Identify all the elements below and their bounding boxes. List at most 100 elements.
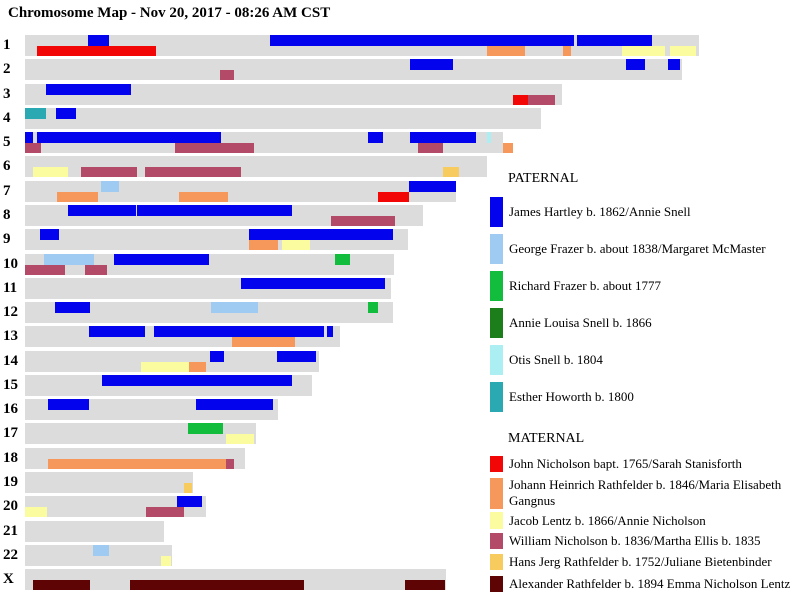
dna-segment[interactable] — [25, 264, 65, 275]
dna-segment[interactable] — [33, 166, 68, 177]
dna-segment[interactable] — [130, 579, 304, 590]
dna-segment[interactable] — [89, 326, 145, 337]
dna-segment[interactable] — [528, 94, 555, 105]
dna-segment[interactable] — [188, 423, 223, 434]
dna-segment[interactable] — [410, 59, 453, 70]
dna-segment[interactable] — [443, 166, 459, 177]
dna-segment[interactable] — [81, 166, 137, 177]
dna-segment[interactable] — [85, 264, 107, 275]
dna-segment[interactable] — [145, 166, 241, 177]
dna-segment[interactable] — [102, 375, 292, 386]
dna-segment[interactable] — [249, 239, 278, 250]
dna-segment[interactable] — [33, 579, 90, 590]
legend-entry-label: James Hartley b. 1862/Annie Snell — [509, 204, 691, 219]
dna-segment[interactable] — [487, 132, 491, 143]
dna-segment[interactable] — [668, 59, 680, 70]
dna-segment[interactable] — [146, 506, 184, 517]
dna-segment[interactable] — [40, 229, 59, 240]
chromosome-bar — [25, 108, 541, 129]
dna-segment[interactable] — [161, 555, 171, 566]
dna-segment[interactable] — [487, 45, 525, 56]
dna-segment[interactable] — [670, 45, 696, 56]
dna-segment[interactable] — [226, 458, 234, 469]
dna-segment[interactable] — [189, 361, 206, 372]
dna-segment[interactable] — [57, 191, 98, 202]
dna-segment[interactable] — [622, 45, 665, 56]
dna-segment[interactable] — [232, 336, 295, 347]
dna-segment[interactable] — [154, 326, 324, 337]
legend-entry: John Nicholson bapt. 1765/Sarah Stanisfo… — [490, 456, 797, 472]
dna-segment[interactable] — [418, 142, 443, 153]
dna-segment[interactable] — [88, 35, 109, 46]
dna-segment[interactable] — [368, 132, 383, 143]
chromosome-label: 8 — [3, 207, 11, 223]
dna-segment[interactable] — [226, 433, 254, 444]
dna-segment[interactable] — [48, 458, 226, 469]
legend-entry-label: Johann Heinrich Rathfelder b. 1846/Maria… — [509, 477, 782, 508]
dna-segment[interactable] — [405, 579, 445, 590]
dna-segment[interactable] — [327, 326, 333, 337]
chromosome-label: X — [3, 571, 14, 587]
dna-segment[interactable] — [68, 205, 136, 216]
legend-swatch — [490, 554, 503, 570]
legend-entry: George Frazer b. about 1838/Margaret McM… — [490, 234, 797, 264]
legend-maternal-header: MATERNAL — [508, 431, 585, 446]
dna-segment[interactable] — [46, 84, 131, 95]
chromosome-row-3: 3 — [0, 84, 798, 105]
legend-entry: Richard Frazer b. about 1777 — [490, 271, 797, 301]
dna-segment[interactable] — [577, 35, 652, 46]
dna-segment[interactable] — [93, 545, 109, 556]
chromosome-label: 3 — [3, 86, 11, 102]
dna-segment[interactable] — [101, 181, 119, 192]
dna-segment[interactable] — [335, 254, 350, 265]
dna-segment[interactable] — [249, 229, 393, 240]
dna-segment[interactable] — [513, 94, 528, 105]
legend-swatch — [490, 271, 503, 301]
chromosome-label: 11 — [3, 280, 18, 296]
dna-segment[interactable] — [56, 108, 76, 119]
dna-segment[interactable] — [184, 482, 192, 493]
chromosome-row-6: 6 — [0, 156, 798, 177]
dna-segment[interactable] — [210, 351, 224, 362]
legend-entry-label: Otis Snell b. 1804 — [509, 352, 603, 367]
dna-segment[interactable] — [44, 254, 94, 265]
dna-segment[interactable] — [410, 132, 476, 143]
dna-segment[interactable] — [378, 191, 409, 202]
dna-segment[interactable] — [137, 205, 292, 216]
dna-segment[interactable] — [563, 45, 571, 56]
dna-segment[interactable] — [409, 181, 456, 192]
dna-segment[interactable] — [177, 496, 202, 507]
chromosome-row-14: 14 — [0, 351, 798, 372]
dna-segment[interactable] — [196, 399, 273, 410]
dna-segment[interactable] — [25, 506, 47, 517]
dna-segment[interactable] — [175, 142, 254, 153]
dna-segment[interactable] — [277, 351, 316, 362]
chromosome-row-15: 15 — [0, 375, 798, 396]
dna-segment[interactable] — [241, 278, 385, 289]
chromosome-label: 13 — [3, 328, 18, 344]
dna-segment[interactable] — [368, 302, 378, 313]
dna-segment[interactable] — [25, 108, 46, 119]
legend-entry-label: George Frazer b. about 1838/Margaret McM… — [509, 241, 766, 256]
dna-segment[interactable] — [270, 35, 574, 46]
dna-segment[interactable] — [141, 361, 189, 372]
dna-segment[interactable] — [220, 69, 234, 80]
dna-segment[interactable] — [114, 254, 209, 265]
chromosome-label: 21 — [3, 523, 18, 539]
legend-entry: William Nicholson b. 1836/Martha Ellis b… — [490, 533, 797, 549]
chromosome-label: 17 — [3, 425, 18, 441]
dna-segment[interactable] — [37, 45, 156, 56]
dna-segment[interactable] — [25, 142, 41, 153]
legend-swatch — [490, 477, 503, 509]
dna-segment[interactable] — [282, 239, 310, 250]
dna-segment[interactable] — [503, 142, 513, 153]
dna-segment[interactable] — [331, 215, 395, 226]
legend-paternal-header: PATERNAL — [508, 171, 579, 186]
dna-segment[interactable] — [211, 302, 258, 313]
dna-segment[interactable] — [37, 132, 221, 143]
dna-segment[interactable] — [25, 132, 33, 143]
dna-segment[interactable] — [48, 399, 89, 410]
dna-segment[interactable] — [179, 191, 228, 202]
dna-segment[interactable] — [626, 59, 645, 70]
dna-segment[interactable] — [55, 302, 90, 313]
